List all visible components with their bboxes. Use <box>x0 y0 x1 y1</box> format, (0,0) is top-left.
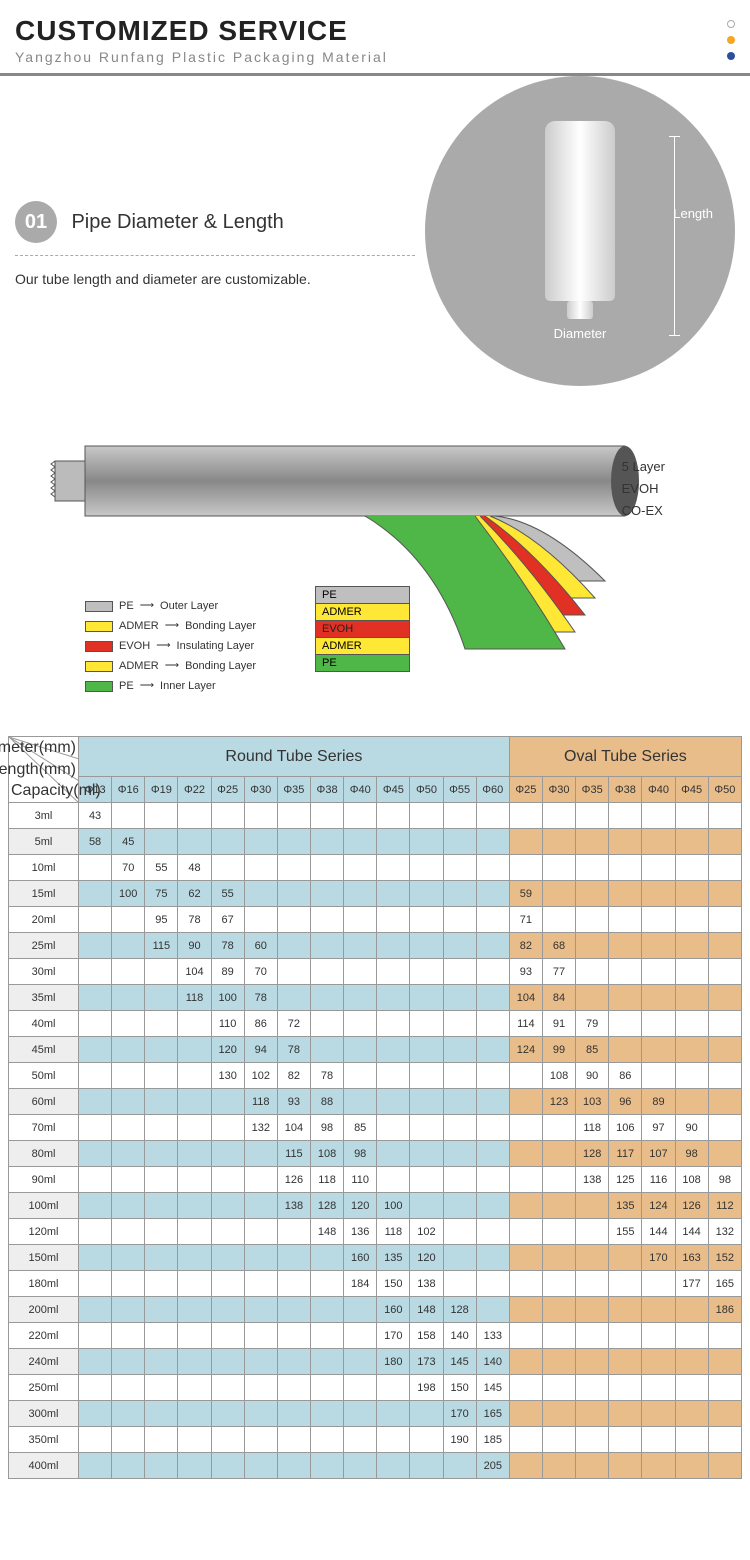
divider <box>15 255 415 256</box>
spec-table-wrap: Diameter(mm) Length(mm) Capacity(ml) Rou… <box>0 736 750 1499</box>
table-row: 50ml13010282781089086 <box>9 1063 742 1089</box>
table-row: 25ml1159078608268 <box>9 933 742 959</box>
table-row: 3ml43 <box>9 803 742 829</box>
table-row: 240ml180173145140 <box>9 1349 742 1375</box>
section-title: Pipe Diameter & Length <box>71 211 283 234</box>
table-row: 100ml138128120100135124126112 <box>9 1193 742 1219</box>
table-row: 150ml160135120170163152 <box>9 1245 742 1271</box>
table-row: 35ml1181007810484 <box>9 985 742 1011</box>
section-pipe: 01 Pipe Diameter & Length Our tube lengt… <box>0 76 750 416</box>
spec-table: Diameter(mm) Length(mm) Capacity(ml) Rou… <box>8 736 742 1479</box>
table-row: 45ml12094781249985 <box>9 1037 742 1063</box>
section-number: 01 <box>15 201 57 243</box>
table-row: 300ml170165 <box>9 1401 742 1427</box>
table-row: 30ml10489709377 <box>9 959 742 985</box>
table-col-header: Φ13Φ16Φ19Φ22Φ25Φ30Φ35Φ38Φ40Φ45Φ50Φ55Φ60Φ… <box>9 777 742 803</box>
table-row: 15ml10075625559 <box>9 881 742 907</box>
table-row: 200ml160148128186 <box>9 1297 742 1323</box>
table-row: 70ml13210498851181069790 <box>9 1115 742 1141</box>
table-row: 120ml148136118102155144144132 <box>9 1219 742 1245</box>
tube-shape <box>545 121 615 301</box>
table-row: 350ml190185 <box>9 1427 742 1453</box>
table-row: 400ml205 <box>9 1453 742 1479</box>
length-bar <box>674 136 675 336</box>
oval-header: Oval Tube Series <box>509 737 741 777</box>
length-label: Length <box>673 206 713 221</box>
table-group-header: Diameter(mm) Length(mm) Capacity(ml) Rou… <box>9 737 742 777</box>
page-subtitle: Yangzhou Runfang Plastic Packaging Mater… <box>15 49 735 65</box>
table-row: 5ml5845 <box>9 829 742 855</box>
table-body: 3ml435ml584510ml70554815ml1007562555920m… <box>9 803 742 1479</box>
table-row: 10ml705548 <box>9 855 742 881</box>
tube-illustration: Diameter Length <box>425 76 735 386</box>
layer-stack: PEADMEREVOHADMERPE <box>315 586 410 671</box>
layer-legend: PE⟶Outer LayerADMER⟶Bonding LayerEVOH⟶In… <box>85 596 256 696</box>
table-row: 20ml95786771 <box>9 907 742 933</box>
layer-right-labels: 5 LayerEVOHCO-EX <box>622 456 665 522</box>
diameter-label: Diameter <box>554 326 607 341</box>
header: CUSTOMIZED SERVICE Yangzhou Runfang Plas… <box>0 0 750 76</box>
table-row: 90ml12611811013812511610898 <box>9 1167 742 1193</box>
layer-diagram: PE⟶Outer LayerADMER⟶Bonding LayerEVOH⟶In… <box>0 416 750 736</box>
round-header: Round Tube Series <box>79 737 510 777</box>
table-row: 220ml170158140133 <box>9 1323 742 1349</box>
corner-cell: Diameter(mm) Length(mm) Capacity(ml) <box>9 737 79 803</box>
table-row: 60ml11893881231039689 <box>9 1089 742 1115</box>
indicator-dots <box>727 20 735 68</box>
table-row: 180ml184150138177165 <box>9 1271 742 1297</box>
table-row: 250ml198150145 <box>9 1375 742 1401</box>
page-title: CUSTOMIZED SERVICE <box>15 15 735 47</box>
table-row: 80ml1151089812811710798 <box>9 1141 742 1167</box>
table-row: 40ml11086721149179 <box>9 1011 742 1037</box>
